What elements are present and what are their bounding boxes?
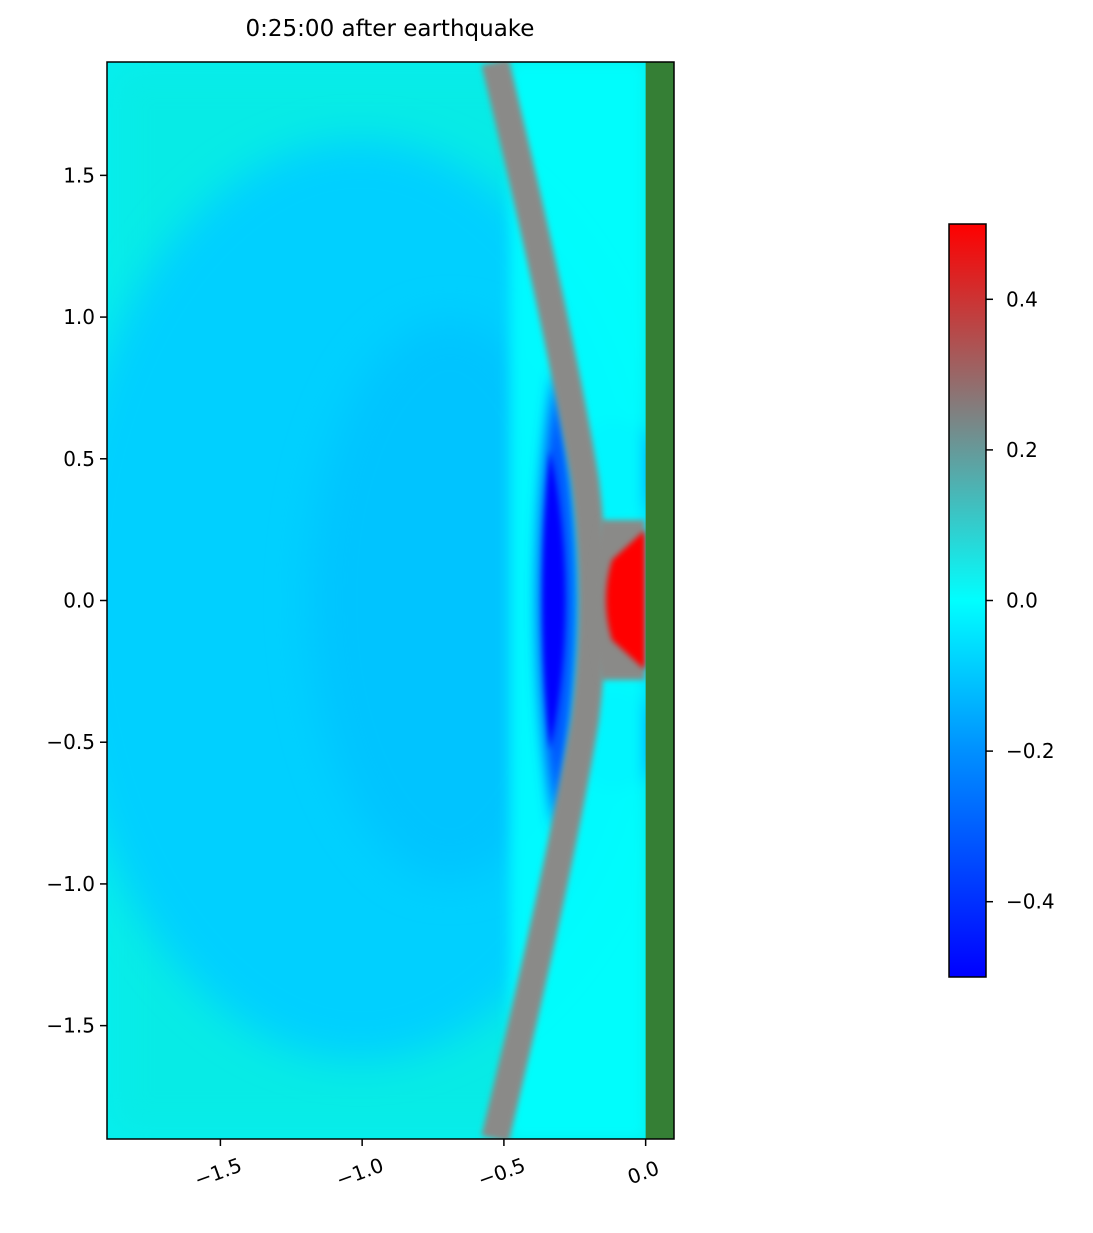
x-tick-label: −1.5 <box>191 1153 245 1192</box>
colorbar-tick-label: −0.4 <box>1006 890 1055 914</box>
land <box>645 62 674 1139</box>
y-tick-label: 1.0 <box>63 305 95 329</box>
x-tick-label: −1.0 <box>333 1153 387 1192</box>
colorbar-tick-label: 0.2 <box>1006 438 1038 462</box>
field-crest <box>606 530 645 670</box>
y-tick-label: 0.5 <box>63 447 95 471</box>
y-tick-label: 1.5 <box>63 163 95 187</box>
field-deep-trough <box>542 450 565 750</box>
x-tick-label: −0.5 <box>475 1153 529 1192</box>
y-tick-label: −0.5 <box>46 730 95 754</box>
y-tick-label: −1.5 <box>46 1014 95 1038</box>
x-tick-label: 0.0 <box>624 1156 662 1189</box>
field <box>107 62 674 1139</box>
y-tick-label: 0.0 <box>63 589 95 613</box>
colorbar-tick-label: 0.0 <box>1006 589 1038 613</box>
land-layer <box>645 62 674 1139</box>
chart-title: 0:25:00 after earthquake <box>246 16 535 42</box>
colorbar-tick-label: 0.4 <box>1006 287 1038 311</box>
colorbar <box>948 223 987 978</box>
colorbar-tick-label: −0.2 <box>1006 739 1055 763</box>
y-tick-label: −1.0 <box>46 872 95 896</box>
